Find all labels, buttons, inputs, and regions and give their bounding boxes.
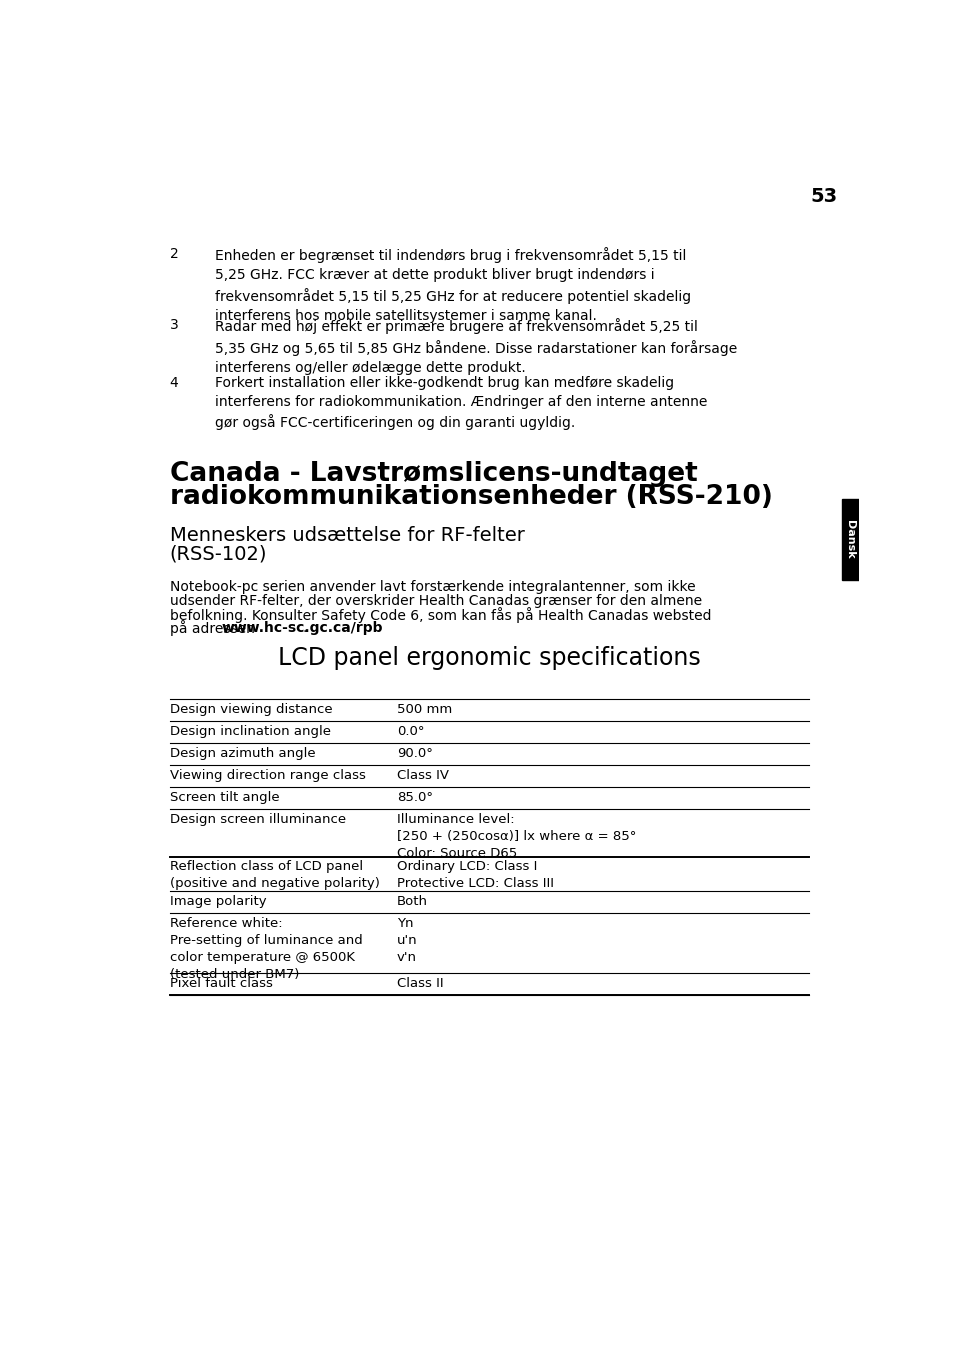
Text: Both: Both — [396, 895, 427, 908]
Text: Image polarity: Image polarity — [170, 895, 266, 908]
Text: Design azimuth angle: Design azimuth angle — [170, 747, 314, 760]
Text: befolkning. Konsulter Safety Code 6, som kan fås på Health Canadas websted: befolkning. Konsulter Safety Code 6, som… — [170, 606, 710, 623]
Text: LCD panel ergonomic specifications: LCD panel ergonomic specifications — [277, 646, 700, 669]
Text: www.hc-sc.gc.ca/rpb: www.hc-sc.gc.ca/rpb — [221, 620, 382, 634]
Text: 90.0°: 90.0° — [396, 747, 432, 760]
Text: 2: 2 — [170, 248, 178, 261]
Text: Class II: Class II — [396, 977, 443, 990]
Text: Reference white:
Pre-setting of luminance and
color temperature @ 6500K
(tested : Reference white: Pre-setting of luminanc… — [170, 917, 362, 982]
Text: Enheden er begrænset til indendørs brug i frekvensområdet 5,15 til
5,25 GHz. FCC: Enheden er begrænset til indendørs brug … — [214, 248, 690, 323]
Text: Dansk: Dansk — [844, 520, 854, 559]
Text: Viewing direction range class: Viewing direction range class — [170, 769, 365, 782]
Text: 3: 3 — [170, 318, 178, 333]
Text: 53: 53 — [810, 188, 837, 207]
Text: Radar med høj effekt er primære brugere af frekvensområdet 5,25 til
5,35 GHz og : Radar med høj effekt er primære brugere … — [214, 318, 736, 375]
Text: Forkert installation eller ikke-godkendt brug kan medføre skadelig
interferens f: Forkert installation eller ikke-godkendt… — [214, 375, 706, 430]
Text: udsender RF-felter, der overskrider Health Canadas grænser for den almene: udsender RF-felter, der overskrider Heal… — [170, 594, 701, 608]
Text: 85.0°: 85.0° — [396, 791, 433, 804]
Text: Notebook-pc serien anvender lavt forstærkende integralantenner, som ikke: Notebook-pc serien anvender lavt forstær… — [170, 580, 695, 594]
Text: Ordinary LCD: Class I
Protective LCD: Class III: Ordinary LCD: Class I Protective LCD: Cl… — [396, 860, 553, 890]
Text: 4: 4 — [170, 375, 178, 390]
Text: radiokommunikationsenheder (RSS-210): radiokommunikationsenheder (RSS-210) — [170, 483, 772, 509]
Text: Illuminance level:
[250 + (250cosα)] lx where α = 85°
Color: Source D65: Illuminance level: [250 + (250cosα)] lx … — [396, 813, 636, 860]
Text: Canada - Lavstrømslicens-undtaget: Canada - Lavstrømslicens-undtaget — [170, 461, 697, 487]
Text: .: . — [303, 620, 307, 634]
Text: Yn
u'n
v'n: Yn u'n v'n — [396, 917, 416, 964]
Text: 0.0°: 0.0° — [396, 726, 424, 738]
Text: (RSS-102): (RSS-102) — [170, 545, 267, 564]
Text: på adressen: på adressen — [170, 620, 258, 637]
Text: 500 mm: 500 mm — [396, 704, 452, 716]
Text: Design viewing distance: Design viewing distance — [170, 704, 332, 716]
Text: Reflection class of LCD panel
(positive and negative polarity): Reflection class of LCD panel (positive … — [170, 860, 379, 890]
Text: Design inclination angle: Design inclination angle — [170, 726, 331, 738]
Bar — [841, 500, 858, 580]
Text: Menneskers udsættelse for RF-felter: Menneskers udsættelse for RF-felter — [170, 526, 524, 545]
Text: Design screen illuminance: Design screen illuminance — [170, 813, 345, 826]
Text: Class IV: Class IV — [396, 769, 448, 782]
Text: Pixel fault class: Pixel fault class — [170, 977, 273, 990]
Text: Screen tilt angle: Screen tilt angle — [170, 791, 279, 804]
